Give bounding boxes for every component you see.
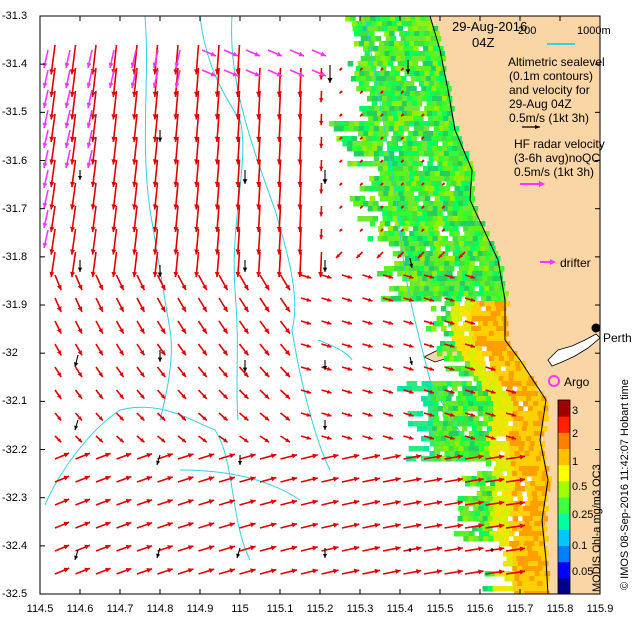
y-tick-label: -31.7	[2, 202, 28, 215]
colorbar-tick: 2	[572, 428, 579, 440]
colorbar-label: MODIS Chl-a mg/m3 OC3	[591, 464, 603, 592]
colorbar-swatch	[558, 416, 570, 433]
x-tick-label: 115.1	[266, 603, 294, 615]
drifter-vectors	[73, 60, 494, 561]
colorbar-swatch	[558, 545, 570, 563]
colorbar-swatch	[558, 400, 570, 417]
x-tick-label: 115	[231, 603, 249, 615]
colorbar-swatch	[558, 432, 570, 449]
x-tick-label: 114.5	[26, 603, 54, 615]
swan-river	[547, 333, 600, 367]
colorbar-swatch	[558, 577, 570, 595]
argo-label: Argo	[564, 375, 590, 389]
colorbar-tick: 0.5	[572, 481, 588, 493]
legend-alti-2: (0.1m contours)	[509, 69, 594, 83]
colorbar-swatch	[558, 513, 570, 530]
x-tick-label: 115.8	[546, 603, 574, 615]
x-tick-label: 114.7	[106, 603, 134, 615]
y-tick-label: -31.3	[2, 10, 28, 22]
y-tick-label: -32.5	[2, 588, 28, 601]
legend-hf-3: 0.5m/s (1kt 3h)	[514, 165, 595, 179]
legend-alti-3: and velocity for	[509, 83, 590, 97]
x-tick-label: 114.6	[66, 603, 94, 615]
colorbar-tick: 1	[572, 456, 579, 468]
x-tick-label: 115.9	[586, 603, 614, 615]
y-tick-label: -31.6	[2, 154, 28, 167]
y-tick-label: -32	[2, 347, 18, 360]
perth-marker	[591, 323, 600, 333]
legend-hf-2: (3-6h avg)noQC	[514, 151, 601, 165]
colorbar-tick: 0.1	[572, 540, 588, 552]
colorbar-tick: 3	[572, 405, 579, 417]
hf-radar-vectors	[42, 49, 327, 249]
colorbar-tick: 0.05	[572, 566, 594, 578]
y-tick-label: -32.4	[2, 539, 28, 552]
map-date: 29-Aug-2016	[452, 19, 528, 34]
y-tick-label: -31.5	[2, 106, 28, 119]
colorbar-tick: 0.25	[572, 509, 594, 521]
legend-drifter: drifter	[560, 256, 591, 270]
y-tick-label: -31.4	[2, 58, 28, 71]
coastline	[429, 16, 549, 594]
axis-ticks	[39, 15, 601, 595]
argo-marker	[548, 375, 560, 387]
y-tick-label: -31.8	[2, 250, 28, 263]
legend-alti-4: 29-Aug 04Z	[509, 97, 572, 111]
chlorophyll-layer	[329, 16, 552, 594]
credit-text: © IMOS 08-Sep-2016 11:42:07 Hobart time	[619, 379, 631, 590]
colorbar-swatch	[558, 497, 570, 514]
colorbar	[558, 400, 570, 595]
colorbar-swatch	[558, 480, 570, 498]
x-tick-label: 115.2	[306, 603, 334, 615]
legend-alti-1: Altimetric sealevel	[508, 55, 605, 69]
y-tick-label: -32.2	[2, 443, 28, 456]
y-tick-label: -31.9	[2, 299, 28, 312]
x-tick-label: 115.5	[426, 603, 454, 615]
scale-left: 200	[518, 25, 537, 37]
colorbar-swatch	[558, 448, 570, 466]
y-tick-label: -32.1	[2, 395, 28, 408]
scale-right: 1000m	[577, 25, 611, 37]
map-time: 04Z	[472, 35, 495, 50]
colorbar-swatch	[558, 561, 570, 579]
perth-label: Perth	[603, 331, 632, 345]
x-tick-label: 115.7	[506, 603, 534, 615]
legend-hf-1: HF radar velocity	[514, 137, 605, 151]
colorbar-swatch	[558, 464, 570, 482]
colorbar-swatch	[558, 529, 570, 546]
x-tick-label: 115.6	[466, 603, 494, 615]
x-tick-label: 115.4	[386, 603, 414, 615]
y-tick-label: -32.3	[2, 491, 28, 504]
x-tick-label: 114.8	[146, 603, 174, 615]
velocity-vectors	[49, 44, 526, 575]
land-mass	[430, 16, 600, 594]
x-tick-label: 114.9	[186, 603, 214, 615]
legend-alti-5: 0.5m/s (1kt 3h)	[509, 111, 590, 125]
x-tick-label: 115.3	[346, 603, 374, 615]
